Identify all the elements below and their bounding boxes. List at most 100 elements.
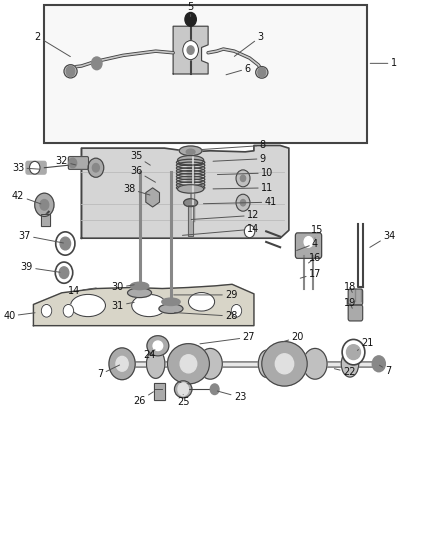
Circle shape xyxy=(178,383,188,395)
Text: 23: 23 xyxy=(217,391,246,402)
Circle shape xyxy=(258,68,266,77)
Text: 16: 16 xyxy=(308,253,321,263)
Text: 12: 12 xyxy=(191,211,259,221)
Ellipse shape xyxy=(303,349,327,379)
Bar xyxy=(154,383,165,400)
Text: 35: 35 xyxy=(130,151,150,165)
Circle shape xyxy=(29,161,40,174)
Text: 34: 34 xyxy=(370,231,396,247)
Ellipse shape xyxy=(262,342,307,386)
Text: 9: 9 xyxy=(213,154,266,164)
Text: 39: 39 xyxy=(21,262,60,272)
Text: 20: 20 xyxy=(283,332,304,342)
FancyBboxPatch shape xyxy=(26,161,46,174)
Text: 33: 33 xyxy=(12,163,39,173)
Text: 28: 28 xyxy=(175,311,237,321)
Ellipse shape xyxy=(162,298,180,305)
Text: 30: 30 xyxy=(112,282,134,293)
Circle shape xyxy=(210,384,219,394)
Circle shape xyxy=(236,194,250,211)
Circle shape xyxy=(92,164,99,172)
Ellipse shape xyxy=(159,304,183,313)
Circle shape xyxy=(69,158,77,168)
Circle shape xyxy=(231,304,242,317)
Text: 10: 10 xyxy=(217,168,273,178)
Text: 36: 36 xyxy=(130,166,155,182)
Bar xyxy=(154,383,165,400)
Ellipse shape xyxy=(341,351,359,377)
Text: 21: 21 xyxy=(357,337,374,350)
Polygon shape xyxy=(173,26,208,74)
Text: 19: 19 xyxy=(344,298,356,309)
Circle shape xyxy=(109,348,135,379)
Circle shape xyxy=(59,267,69,278)
Text: 7: 7 xyxy=(97,365,120,379)
Text: 31: 31 xyxy=(112,301,134,311)
Circle shape xyxy=(183,41,198,60)
Text: 17: 17 xyxy=(300,269,321,279)
Text: 25: 25 xyxy=(177,394,190,408)
Circle shape xyxy=(240,199,246,206)
Circle shape xyxy=(187,46,194,54)
Text: 14: 14 xyxy=(68,286,96,296)
Text: 27: 27 xyxy=(200,332,255,344)
FancyBboxPatch shape xyxy=(68,157,88,169)
Text: 8: 8 xyxy=(201,141,266,150)
Text: 40: 40 xyxy=(4,311,35,321)
Circle shape xyxy=(244,225,255,238)
Text: 22: 22 xyxy=(334,367,355,377)
Ellipse shape xyxy=(276,354,293,374)
Text: 7: 7 xyxy=(379,365,392,376)
Text: 6: 6 xyxy=(226,63,251,75)
Ellipse shape xyxy=(131,282,149,289)
Text: 14: 14 xyxy=(183,224,259,236)
Bar xyxy=(44,5,367,143)
FancyBboxPatch shape xyxy=(348,289,363,305)
Text: 29: 29 xyxy=(174,290,237,300)
Ellipse shape xyxy=(127,288,152,297)
FancyBboxPatch shape xyxy=(295,233,321,259)
Text: 24: 24 xyxy=(143,350,155,360)
Ellipse shape xyxy=(342,340,365,365)
Text: 18: 18 xyxy=(344,282,356,293)
Text: 15: 15 xyxy=(311,225,323,238)
Ellipse shape xyxy=(177,185,204,193)
Circle shape xyxy=(55,262,73,283)
Ellipse shape xyxy=(174,381,192,398)
Ellipse shape xyxy=(198,349,222,379)
Text: 42: 42 xyxy=(12,191,41,204)
Circle shape xyxy=(66,66,75,77)
Ellipse shape xyxy=(188,293,215,311)
FancyBboxPatch shape xyxy=(348,305,363,321)
Circle shape xyxy=(35,193,54,216)
Text: 2: 2 xyxy=(35,32,71,56)
Polygon shape xyxy=(81,146,289,238)
Ellipse shape xyxy=(71,294,106,317)
Text: 41: 41 xyxy=(203,197,277,207)
Ellipse shape xyxy=(64,64,77,78)
Bar xyxy=(41,214,49,226)
Text: 26: 26 xyxy=(133,392,153,406)
Ellipse shape xyxy=(147,336,169,356)
Circle shape xyxy=(63,304,74,317)
Bar xyxy=(188,205,193,236)
Text: 3: 3 xyxy=(234,32,264,56)
Text: 38: 38 xyxy=(124,184,150,195)
Ellipse shape xyxy=(179,146,202,156)
Circle shape xyxy=(236,170,250,187)
Text: 32: 32 xyxy=(56,156,76,166)
Ellipse shape xyxy=(132,294,166,317)
Circle shape xyxy=(304,237,313,247)
Bar xyxy=(188,205,193,236)
Ellipse shape xyxy=(177,156,204,165)
Circle shape xyxy=(60,237,71,250)
Circle shape xyxy=(41,304,52,317)
Ellipse shape xyxy=(153,341,162,351)
Ellipse shape xyxy=(258,350,276,377)
Circle shape xyxy=(88,158,104,177)
Circle shape xyxy=(116,357,128,371)
Ellipse shape xyxy=(186,149,195,155)
Ellipse shape xyxy=(184,199,198,207)
Circle shape xyxy=(40,199,49,210)
Bar xyxy=(41,214,49,226)
